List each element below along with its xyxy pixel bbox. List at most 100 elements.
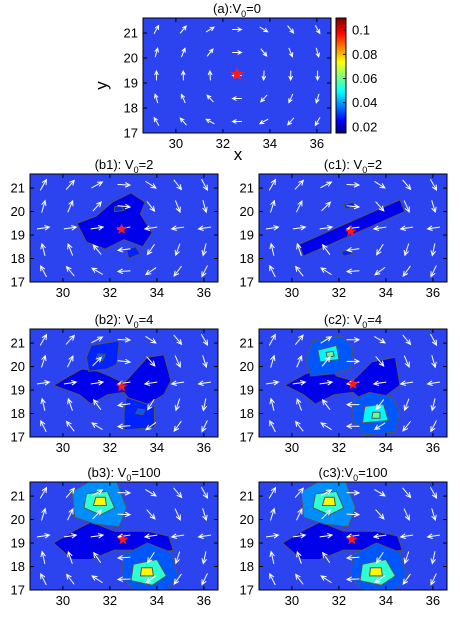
field-arrow <box>268 178 277 191</box>
field-arrow <box>181 69 186 81</box>
y-tick-label: 18 <box>240 559 254 574</box>
field-arrow <box>374 489 386 497</box>
field-arrow <box>174 243 181 257</box>
y-tick-label: 18 <box>11 559 25 574</box>
field-arrow <box>173 420 182 433</box>
field-arrow <box>294 487 305 498</box>
contour-region <box>125 246 142 260</box>
y-tick-label: 20 <box>240 359 254 374</box>
y-tick-label: 20 <box>240 204 254 219</box>
field-arrow <box>143 380 158 386</box>
star-marker <box>115 380 128 392</box>
axes-frame <box>29 481 219 591</box>
field-arrow <box>65 265 75 277</box>
field-arrow <box>146 201 156 213</box>
field-arrow <box>270 199 276 213</box>
field-arrow <box>345 268 360 274</box>
field-arrow <box>145 489 157 497</box>
field-arrow <box>321 398 331 410</box>
field-arrow <box>202 355 208 369</box>
field-arrow <box>65 487 76 498</box>
field-arrow <box>296 354 303 368</box>
field-arrow <box>269 242 275 256</box>
axes-frame <box>29 328 219 438</box>
y-tick-label: 18 <box>11 406 25 421</box>
field-arrow <box>430 265 437 278</box>
panel-b2: 30 32 34 36 17 18 19 20 21 (b2): V0=4 <box>11 312 219 455</box>
field-arrow <box>375 399 384 411</box>
field-arrow <box>153 24 160 34</box>
field-arrow <box>197 533 212 539</box>
star-marker <box>347 378 359 389</box>
field-arrow <box>41 507 47 521</box>
field-arrow <box>201 265 208 278</box>
field-arrow <box>67 242 73 256</box>
field-arrow <box>201 551 207 565</box>
x-axis-label: x <box>234 145 243 164</box>
field-arrow <box>402 265 411 278</box>
field-arrow <box>201 334 209 346</box>
x-tick-label: 36 <box>310 136 324 151</box>
y-tick-label: 21 <box>240 489 254 504</box>
field-arrow <box>117 337 132 343</box>
field-arrow <box>294 265 304 277</box>
field-arrow <box>345 576 360 582</box>
field-arrow <box>116 423 131 429</box>
field-arrow <box>36 533 51 539</box>
axes-frame <box>142 17 332 134</box>
x-tick-label: 30 <box>285 593 299 608</box>
field-arrow <box>40 397 46 411</box>
x-tick-label: 36 <box>197 440 211 455</box>
field-arrow <box>399 225 414 231</box>
field-arrow <box>40 178 47 191</box>
x-tick-label: 34 <box>379 285 393 300</box>
x-tick-label: 32 <box>216 136 230 151</box>
field-arrow <box>314 25 321 35</box>
field-arrow <box>170 533 185 539</box>
field-arrow <box>67 354 74 368</box>
contour-region <box>92 496 107 506</box>
x-tick-label: 36 <box>426 285 440 300</box>
x-tick-label: 34 <box>150 593 164 608</box>
panel-c2: 30 32 34 36 17 18 19 20 21 (c2): V0=4 <box>240 312 448 455</box>
field-arrow <box>40 419 47 433</box>
panel-title: (c2): V0=4 <box>324 312 382 330</box>
panel-title: (b3): V0=100 <box>87 465 160 483</box>
field-arrow <box>345 247 360 253</box>
y-tick-label: 18 <box>240 406 254 421</box>
field-arrow <box>265 225 280 231</box>
contour-region <box>52 354 172 405</box>
panel-a: 30 32 34 36 17 18 19 20 21 (a):V0=0 x y <box>92 1 332 164</box>
contour-region <box>325 350 335 358</box>
field-arrow <box>346 511 361 518</box>
field-arrow <box>375 201 385 212</box>
x-tick-label: 32 <box>103 285 117 300</box>
field-arrow <box>231 96 242 101</box>
field-arrow <box>375 356 385 367</box>
x-tick-label: 34 <box>150 285 164 300</box>
field-arrow <box>36 225 51 231</box>
field-arrow <box>296 199 303 213</box>
field-arrow <box>403 508 410 521</box>
field-arrow <box>402 334 412 346</box>
x-tick-label: 36 <box>197 593 211 608</box>
x-tick-label: 30 <box>169 136 183 151</box>
field-arrow <box>170 380 185 386</box>
field-arrow <box>292 225 307 231</box>
field-arrow <box>40 242 46 256</box>
field-arrow <box>402 573 411 586</box>
x-tick-label: 32 <box>332 285 346 300</box>
field-arrow <box>116 268 131 274</box>
field-arrow <box>402 421 411 432</box>
y-tick-label: 20 <box>11 512 25 527</box>
field-arrow <box>374 181 386 189</box>
field-arrow <box>374 336 386 344</box>
field-arrow <box>269 550 275 564</box>
field-arrow <box>292 533 307 539</box>
field-arrow <box>117 511 132 518</box>
field-arrow <box>117 203 132 210</box>
field-arrow <box>296 507 303 521</box>
field-arrow <box>90 533 105 539</box>
field-arrow <box>39 486 48 499</box>
field-arrow <box>376 244 384 256</box>
